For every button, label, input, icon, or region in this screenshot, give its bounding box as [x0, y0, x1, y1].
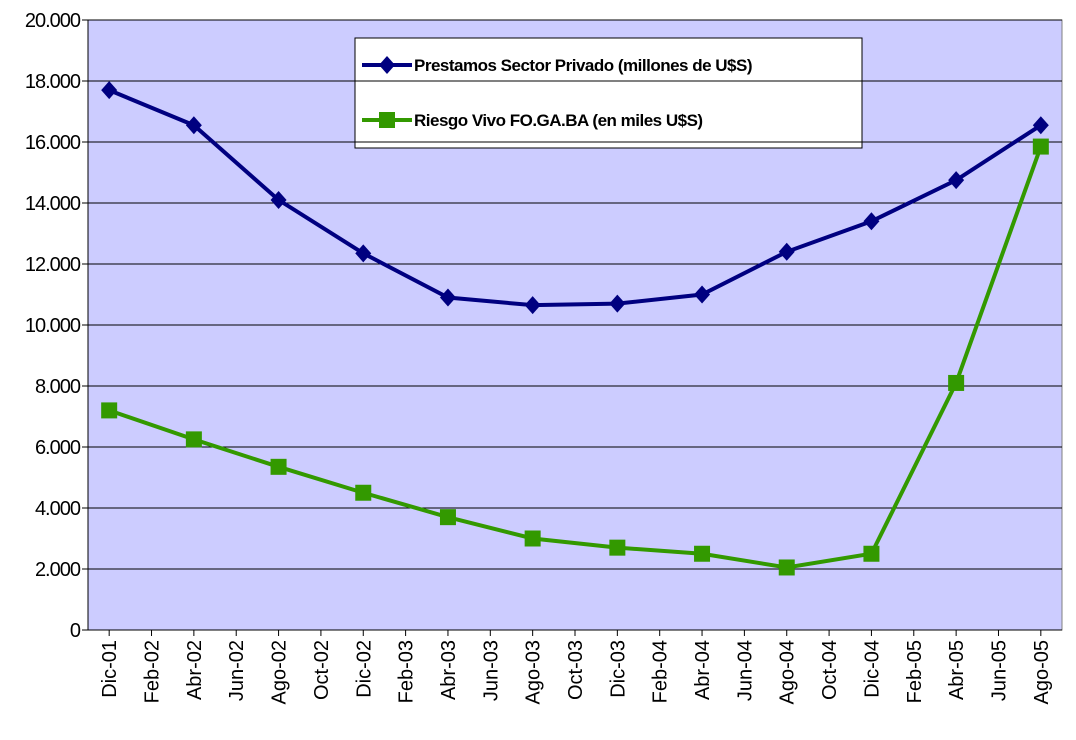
- x-tick-label: Abr-03: [438, 640, 460, 700]
- data-point: [101, 402, 118, 419]
- data-point: [948, 374, 965, 391]
- data-point: [185, 116, 202, 135]
- data-point: [778, 559, 795, 576]
- y-tick-label: 6.000: [35, 437, 81, 459]
- x-tick-label: Dic-02: [353, 640, 375, 698]
- x-tick-label: Feb-05: [904, 640, 926, 703]
- y-tick-label: 2.000: [35, 559, 81, 581]
- x-tick-label: Ago-05: [1031, 640, 1053, 705]
- data-point: [863, 212, 880, 231]
- y-tick-label: 8.000: [35, 376, 81, 398]
- x-tick-label: Jun-03: [480, 640, 502, 701]
- data-point: [778, 242, 795, 261]
- x-tick-label: Abr-04: [692, 640, 714, 700]
- data-point: [355, 484, 372, 501]
- data-point: [694, 285, 711, 304]
- y-tick-label: 12.000: [25, 254, 81, 276]
- data-point: [439, 509, 456, 526]
- x-tick-label: Oct-03: [565, 640, 587, 700]
- data-point: [355, 244, 372, 263]
- x-tick-label: Ago-03: [523, 640, 545, 705]
- data-point: [524, 530, 541, 547]
- data-point: [270, 458, 287, 475]
- x-tick-label: Jun-02: [226, 640, 248, 701]
- data-point: [1032, 138, 1049, 155]
- x-tick-label: Feb-02: [142, 640, 164, 703]
- x-tick-label: Abr-02: [184, 640, 206, 700]
- x-tick-label: Feb-03: [396, 640, 418, 703]
- legend-marker: [379, 112, 395, 128]
- data-point: [948, 171, 965, 190]
- legend-marker: [379, 56, 395, 74]
- legend: [354, 37, 863, 149]
- data-point: [694, 545, 711, 562]
- y-tick-label: 18.000: [25, 71, 81, 93]
- data-point: [185, 431, 202, 448]
- data-point: [1032, 116, 1049, 135]
- x-tick-label: Oct-02: [311, 640, 333, 700]
- legend-label: Prestamos Sector Privado (millones de U$…: [414, 56, 752, 75]
- y-tick-label: 4.000: [35, 498, 81, 520]
- y-tick-label: 10.000: [25, 315, 81, 337]
- x-tick-label: Dic-04: [861, 640, 883, 698]
- x-tick-label: Jun-05: [988, 640, 1010, 701]
- legend-label: Riesgo Vivo FO.GA.BA (en miles U$S): [414, 111, 703, 130]
- x-tick-label: Oct-04: [819, 640, 841, 700]
- x-tick-label: Jun-04: [734, 640, 756, 701]
- x-tick-label: Feb-04: [650, 640, 672, 703]
- data-point: [524, 296, 541, 315]
- x-tick-label: Ago-02: [269, 640, 291, 705]
- y-tick-label: 0: [70, 620, 81, 642]
- x-tick-label: Abr-05: [946, 640, 968, 700]
- series-line: [108, 88, 1042, 308]
- y-tick-label: 20.000: [25, 10, 81, 32]
- y-tick-label: 14.000: [25, 193, 81, 215]
- x-tick-label: Ago-04: [777, 640, 799, 705]
- data-point: [863, 545, 880, 562]
- series-line: [108, 145, 1043, 570]
- x-tick-label: Dic-01: [99, 640, 121, 698]
- data-point: [270, 190, 287, 209]
- data-point: [101, 81, 118, 100]
- y-tick-label: 16.000: [25, 132, 81, 154]
- data-point: [609, 294, 626, 313]
- data-point: [609, 539, 626, 556]
- data-point: [439, 288, 456, 307]
- x-tick-label: Dic-03: [607, 640, 629, 698]
